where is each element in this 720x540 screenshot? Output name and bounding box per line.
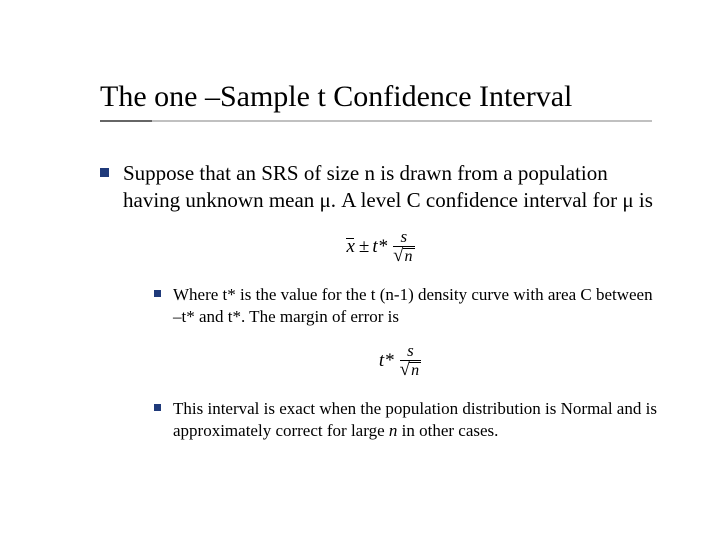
title-underline bbox=[100, 120, 655, 122]
bullet-level2-b: This interval is exact when the populati… bbox=[154, 398, 660, 442]
radicand-n: n bbox=[409, 362, 421, 380]
underline-accent bbox=[100, 120, 152, 122]
square-bullet-icon bbox=[154, 404, 161, 411]
radicand-n: n bbox=[403, 248, 415, 266]
slide-title: The one –Sample t Confidence Interval bbox=[100, 80, 660, 118]
denominator: √ n bbox=[400, 360, 421, 380]
square-bullet-icon bbox=[100, 168, 109, 177]
symbol-star: * bbox=[385, 350, 395, 372]
fraction: s √ n bbox=[400, 342, 421, 380]
bullet-text-main: Suppose that an SRS of size n is drawn f… bbox=[123, 160, 660, 214]
square-bullet-icon bbox=[154, 290, 161, 297]
symbol-t: t bbox=[379, 350, 384, 372]
bullet-level2-a: Where t* is the value for the t (n-1) de… bbox=[154, 284, 660, 328]
title-block: The one –Sample t Confidence Interval bbox=[100, 80, 660, 122]
numerator-s: s bbox=[397, 228, 412, 246]
numerator-s: s bbox=[403, 342, 418, 360]
formula-ci: x ± t * s √ n bbox=[100, 228, 660, 266]
symbol-t: t bbox=[372, 236, 377, 258]
bullet-text-sub1: Where t* is the value for the t (n-1) de… bbox=[173, 284, 660, 328]
symbol-plus-minus: ± bbox=[359, 236, 369, 258]
symbol-star: * bbox=[379, 236, 389, 258]
bullet-level1: Suppose that an SRS of size n is drawn f… bbox=[100, 160, 660, 214]
bullet-text-sub2: This interval is exact when the populati… bbox=[173, 398, 660, 442]
fraction: s √ n bbox=[393, 228, 414, 266]
symbol-xbar: x bbox=[345, 236, 355, 258]
denominator: √ n bbox=[393, 246, 414, 266]
formula-me: t * s √ n bbox=[140, 342, 660, 380]
slide: The one –Sample t Confidence Interval Su… bbox=[0, 0, 720, 486]
underline-main bbox=[152, 120, 652, 122]
sub2-part-c: in other cases. bbox=[397, 421, 498, 440]
